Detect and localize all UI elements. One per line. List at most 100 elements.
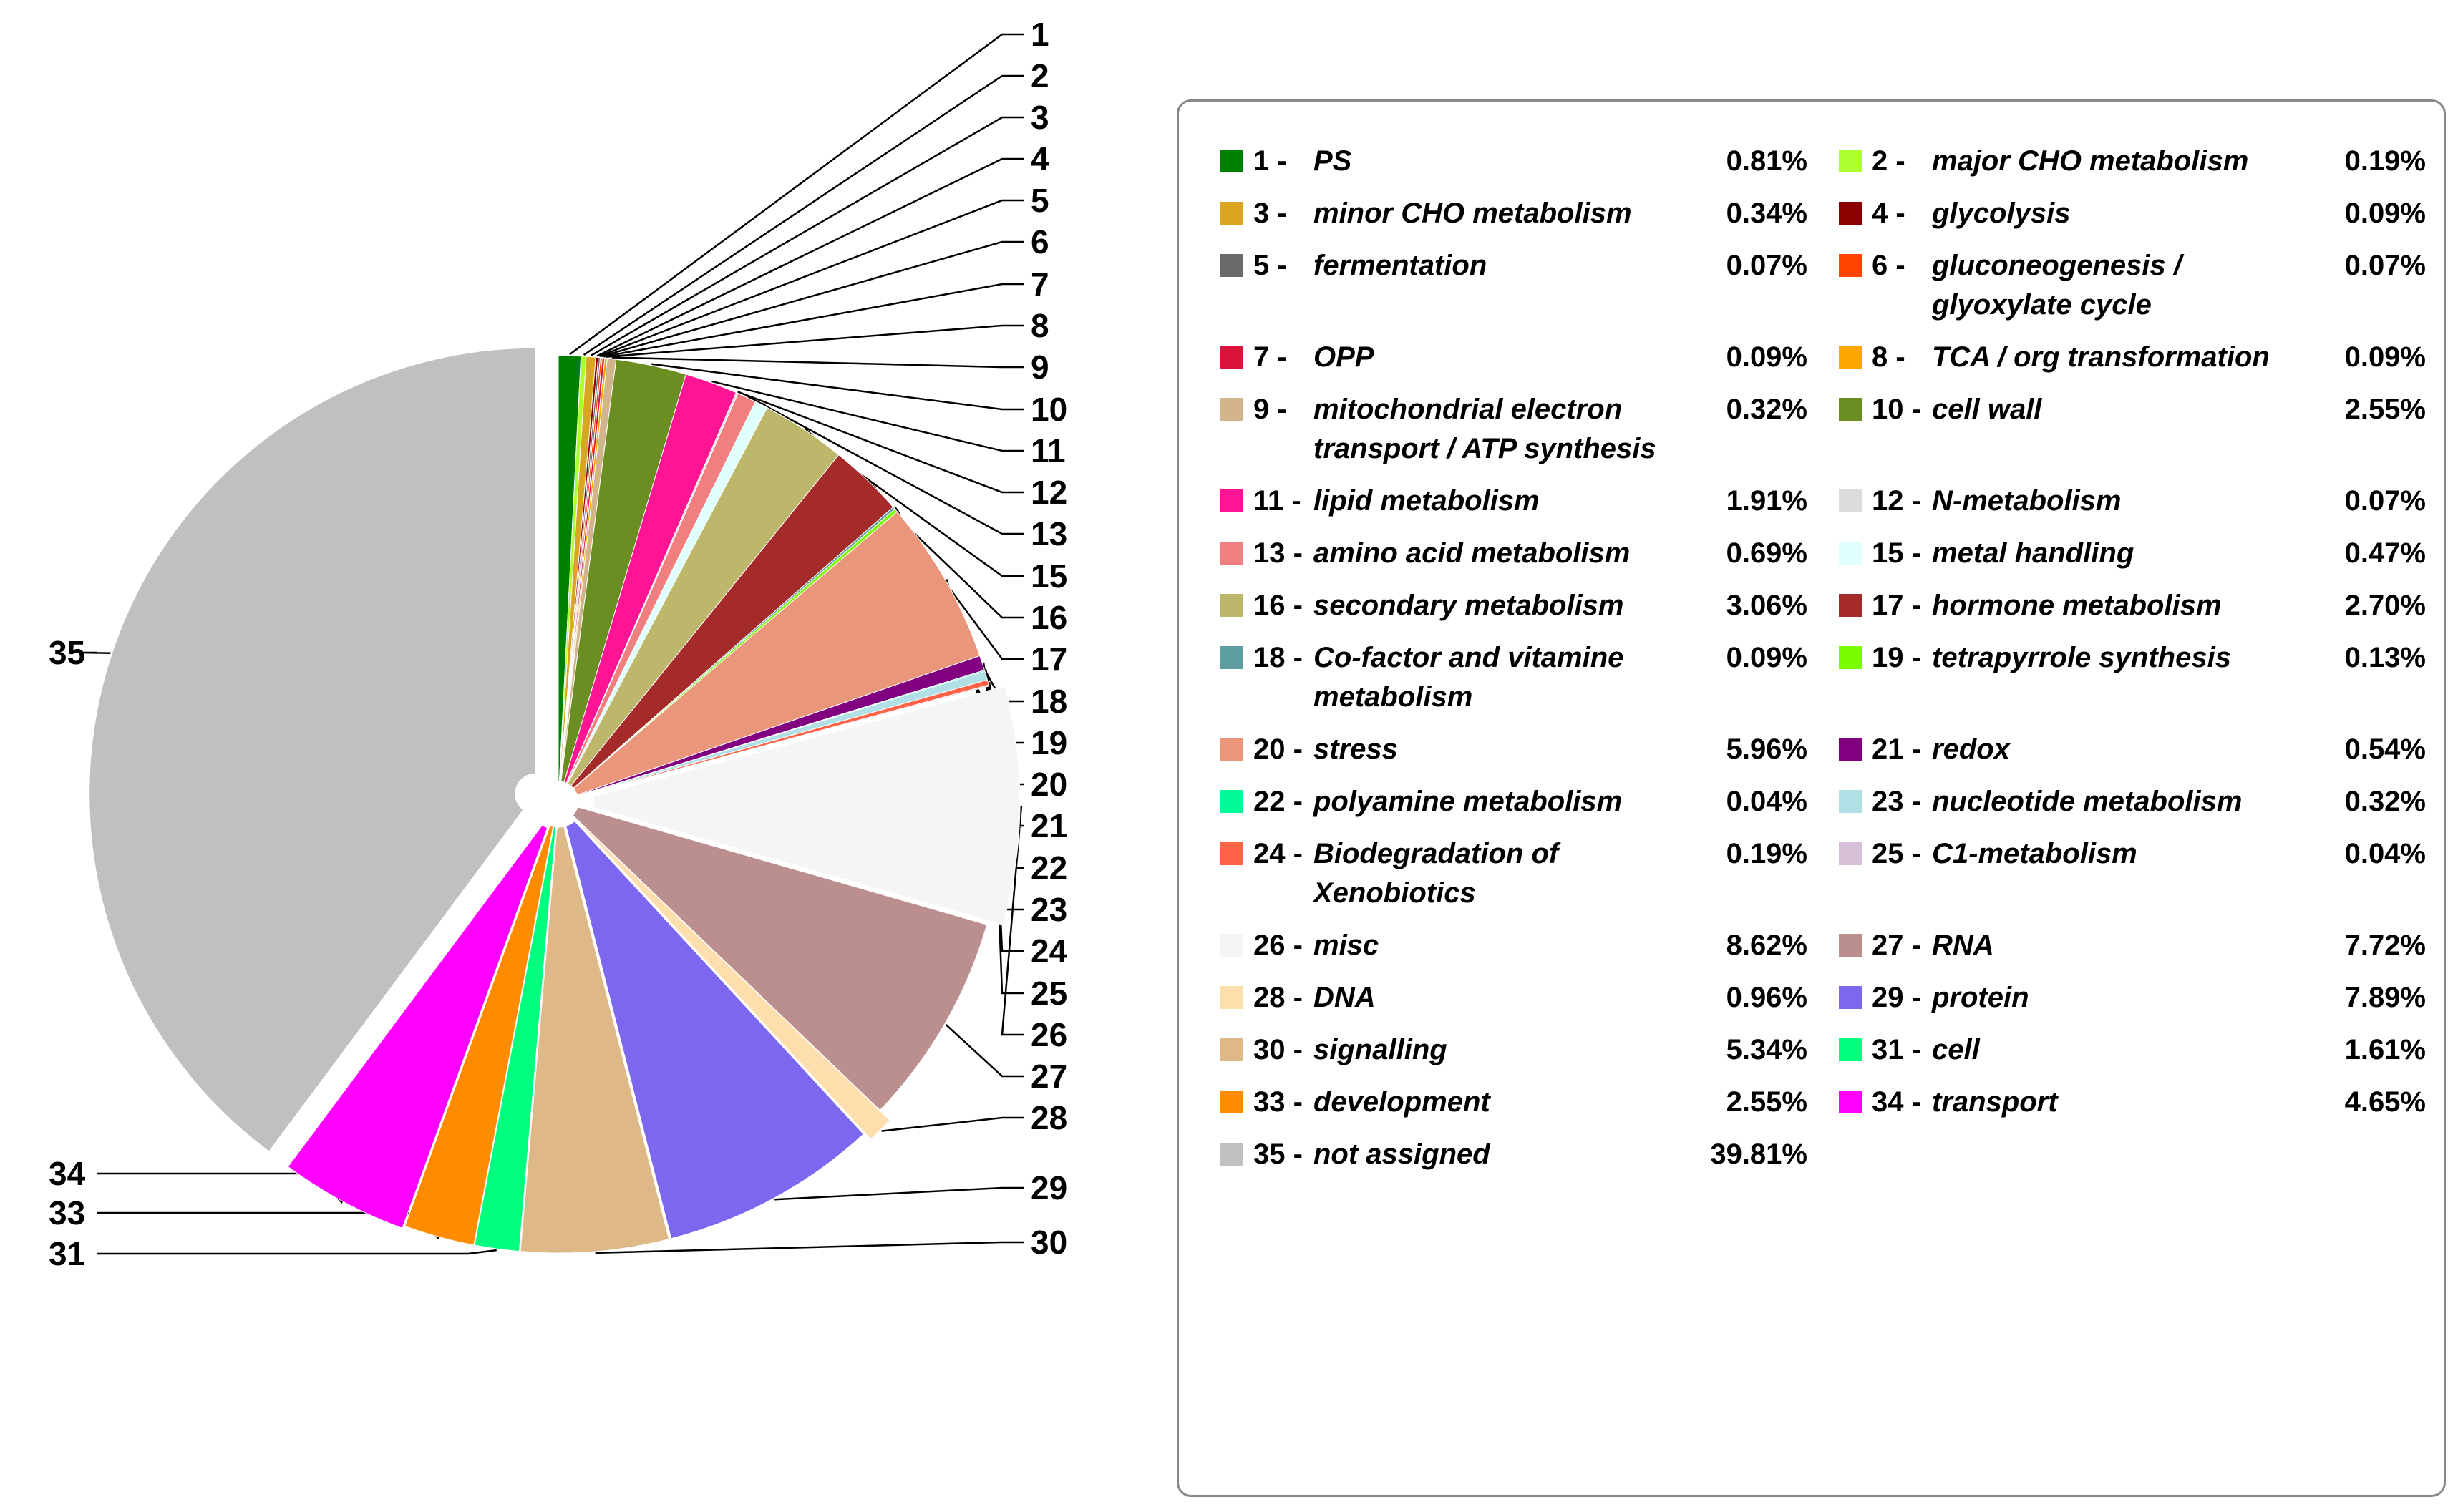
- legend-item-17: 17 - hormone metabolism 2.70%: [1839, 586, 2426, 625]
- legend-number-20: 20 -: [1253, 733, 1303, 765]
- legend-number-9: 9 -: [1253, 394, 1287, 425]
- legend-item-27: 27 - RNA 7.72%: [1839, 926, 2426, 965]
- leader-line-2: [583, 74, 1024, 356]
- legend-swatch-1: [1220, 150, 1243, 172]
- legend-label-22: polyamine metabolism: [1313, 786, 1623, 817]
- legend-number-19: 19 -: [1872, 642, 1921, 673]
- legend-label-18: Co-factor and vitamine metabolism: [1313, 642, 1624, 713]
- legend-swatch-10: [1839, 398, 1862, 421]
- callout-label-28: 28: [1031, 1099, 1067, 1136]
- legend-label-21: redox: [1932, 733, 2010, 765]
- legend-swatch-4: [1839, 202, 1862, 225]
- legend-label-19: tetrapyrrole synthesis: [1932, 642, 2231, 673]
- callout-label-19: 19: [1031, 724, 1067, 761]
- callout-label-7: 7: [1031, 265, 1049, 303]
- legend-percent-7: 0.09%: [1726, 341, 1807, 373]
- legend-label-16: secondary metabolism: [1313, 590, 1624, 621]
- pie-slice-26: [593, 686, 1021, 925]
- legend-label-33: development: [1313, 1086, 1490, 1118]
- legend-percent-22: 0.04%: [1726, 786, 1807, 817]
- leader-line-3: [591, 116, 1024, 356]
- legend-label-11: lipid metabolism: [1313, 485, 1540, 517]
- leader-line-12: [737, 391, 1024, 494]
- legend-percent-12: 0.07%: [2344, 485, 2426, 517]
- legend-item-16: 16 - secondary metabolism 3.06%: [1220, 586, 1839, 625]
- pie-slice-33: [404, 825, 554, 1246]
- callout-label-31: 31: [49, 1235, 85, 1272]
- callout-label-23: 23: [1031, 891, 1067, 928]
- legend-item-7: 7 - OPP 0.09%: [1220, 338, 1839, 377]
- legend-number-1: 1 -: [1253, 145, 1287, 177]
- legend-percent-33: 2.55%: [1726, 1086, 1807, 1118]
- pie-slices: [89, 347, 1021, 1254]
- legend-item-25: 25 - C1-metabolism 0.04%: [1839, 834, 2426, 913]
- legend-swatch-13: [1220, 542, 1243, 565]
- legend-label-23: nucleotide metabolism: [1932, 786, 2243, 817]
- legend-percent-19: 0.13%: [2344, 642, 2426, 673]
- legend-item-11: 11 - lipid metabolism 1.91%: [1220, 482, 1839, 521]
- callout-label-1: 1: [1031, 16, 1049, 53]
- legend-number-17: 17 -: [1872, 590, 1921, 621]
- leader-line-7: [603, 283, 1024, 358]
- legend-item-26: 26 - misc 8.62%: [1220, 926, 1839, 965]
- legend-item-12: 12 - N-metabolism 0.07%: [1839, 482, 2426, 521]
- legend-item-34: 34 - transport 4.65%: [1839, 1083, 2426, 1122]
- legend-number-7: 7 -: [1253, 341, 1287, 373]
- pie-slice-28: [581, 824, 891, 1140]
- callout-label-11: 11: [1031, 432, 1066, 469]
- legend-item-13: 13 - amino acid metabolism 0.69%: [1220, 534, 1839, 573]
- legend-item-30: 30 - signalling 5.34%: [1220, 1030, 1839, 1070]
- legend-swatch-30: [1220, 1038, 1243, 1061]
- legend-item-24: 24 - Biodegradation of Xenobiotics 0.19%: [1220, 834, 1839, 913]
- legend-number-27: 27 -: [1872, 930, 1921, 961]
- pie-slice-20: [573, 511, 981, 796]
- legend-label-26: misc: [1313, 930, 1379, 961]
- legend-number-16: 16 -: [1253, 590, 1303, 621]
- legend-number-35: 35 -: [1253, 1138, 1303, 1170]
- leader-line-10: [651, 363, 1024, 411]
- callout-label-16: 16: [1031, 599, 1067, 636]
- legend-swatch-18: [1220, 646, 1243, 669]
- legend-swatch-35: [1220, 1143, 1243, 1166]
- legend-swatch-19: [1839, 646, 1862, 669]
- legend-number-3: 3 -: [1253, 197, 1287, 229]
- legend-label-1: PS: [1313, 145, 1352, 177]
- legend-swatch-17: [1839, 594, 1862, 617]
- legend-label-3: minor CHO metabolism: [1313, 197, 1632, 229]
- callout-label-15: 15: [1031, 557, 1067, 595]
- legend-percent-3: 0.34%: [1726, 197, 1807, 229]
- legend-swatch-7: [1220, 346, 1243, 369]
- callout-label-35: 35: [49, 634, 85, 671]
- callout-label-26: 26: [1031, 1016, 1067, 1053]
- legend-swatch-15: [1839, 542, 1862, 565]
- legend-number-22: 22 -: [1253, 786, 1303, 817]
- legend-swatch-28: [1220, 986, 1243, 1009]
- legend-swatch-24: [1220, 842, 1243, 865]
- legend-percent-5: 0.07%: [1726, 250, 1807, 281]
- legend-item-2: 2 - major CHO metabolism 0.19%: [1839, 142, 2426, 181]
- legend-swatch-8: [1839, 346, 1862, 369]
- legend-percent-30: 5.34%: [1726, 1034, 1807, 1065]
- legend-item-1: 1 - PS 0.81%: [1220, 142, 1839, 181]
- legend-item-35: 35 - not assigned 39.81%: [1220, 1135, 1839, 1174]
- legend-item-31: 31 - cell 1.61%: [1839, 1030, 2426, 1070]
- legend-item-20: 20 - stress 5.96%: [1220, 730, 1839, 769]
- callout-label-22: 22: [1031, 849, 1067, 887]
- legend-item-5: 5 - fermentation 0.07%: [1220, 246, 1839, 325]
- legend-number-10: 10 -: [1872, 394, 1921, 425]
- legend-number-5: 5 -: [1253, 250, 1287, 281]
- legend-swatch-12: [1839, 489, 1862, 512]
- legend-percent-21: 0.54%: [2344, 733, 2426, 765]
- callout-label-25: 25: [1031, 975, 1067, 1012]
- legend-number-11: 11 -: [1253, 485, 1301, 517]
- pie-slice-30: [520, 826, 670, 1254]
- legend-label-10: cell wall: [1932, 394, 2042, 425]
- legend-number-4: 4 -: [1872, 197, 1905, 229]
- callout-labels: 1234567891011121315161718192021222324252…: [49, 16, 1068, 1272]
- legend-percent-25: 0.04%: [2344, 838, 2426, 869]
- callout-label-9: 9: [1031, 348, 1049, 386]
- pie-slice-31: [474, 826, 557, 1252]
- legend-number-8: 8 -: [1872, 341, 1905, 373]
- legend-percent-27: 7.72%: [2344, 930, 2426, 961]
- legend-number-30: 30 -: [1253, 1034, 1303, 1065]
